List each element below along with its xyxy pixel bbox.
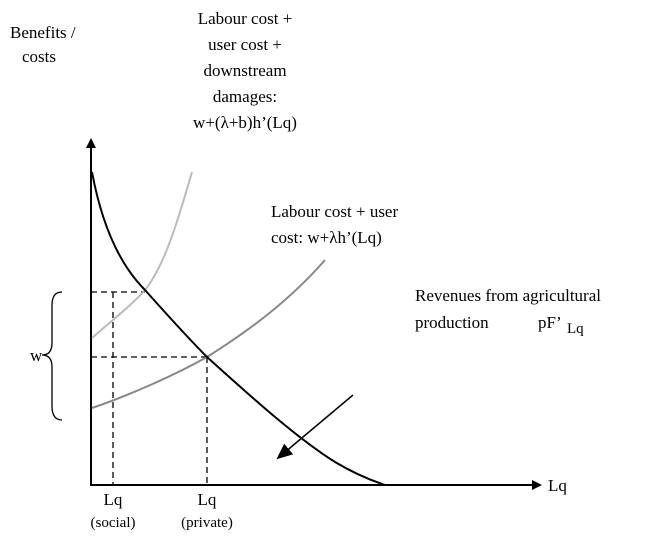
social-cost-curve	[91, 171, 193, 339]
revenue-formula: pF’	[538, 313, 562, 332]
label-line: damages:	[213, 87, 277, 106]
guides	[91, 291, 208, 485]
private-cost-label: cost: w+λh’(Lq)	[271, 228, 382, 247]
pointer-arrow	[276, 394, 354, 460]
social-marker: Lq	[104, 490, 123, 509]
x-axis-label: Lq	[548, 476, 567, 495]
y-axis-label: costs	[22, 47, 56, 66]
private-cost-label: Labour cost + user	[271, 202, 398, 221]
private-cost-curve	[91, 259, 326, 409]
social-cost-label: Labour cost + user cost + downstream dam…	[193, 9, 297, 132]
y-axis-label: Benefits /	[10, 23, 76, 42]
revenue-subscript: Lq	[567, 321, 584, 337]
revenue-label: Revenues from agricultural	[415, 286, 601, 305]
brace	[41, 291, 63, 421]
revenue-label: production	[415, 313, 489, 332]
private-marker: Lq	[198, 490, 217, 509]
w-label: w	[30, 346, 43, 365]
label-line: downstream	[203, 61, 286, 80]
label-line: user cost +	[208, 35, 282, 54]
social-note: (social)	[91, 515, 136, 531]
label-line: Labour cost +	[198, 9, 293, 28]
private-note: (private)	[181, 515, 233, 531]
revenue-curve	[91, 171, 386, 486]
label-line: w+(λ+b)h’(Lq)	[193, 113, 297, 132]
